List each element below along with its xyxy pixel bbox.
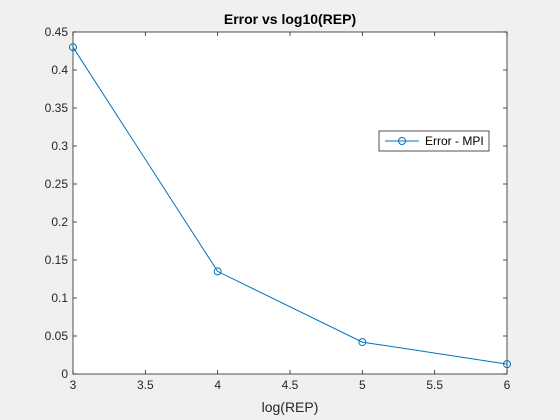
x-axis-label: log(REP) <box>262 399 319 415</box>
x-tick-label: 5 <box>359 378 366 392</box>
data-point <box>503 360 511 369</box>
x-tick-label: 5.5 <box>426 378 443 392</box>
x-tick-label: 3.5 <box>137 378 154 392</box>
x-tick-label: 3 <box>70 378 77 392</box>
y-tick-label: 0.45 <box>45 25 69 39</box>
data-point <box>69 43 77 52</box>
y-tick-label: 0 <box>61 367 68 381</box>
y-tick-label: 0.2 <box>51 215 68 229</box>
y-tick-label: 0.05 <box>45 329 69 343</box>
y-tick-label: 0.1 <box>51 291 68 305</box>
x-tick-label: 4.5 <box>282 378 299 392</box>
y-tick-label: 0.4 <box>51 63 68 77</box>
legend: Error - MPI <box>378 130 490 152</box>
y-tick-label: 0.3 <box>51 139 68 153</box>
legend-label: Error - MPI <box>425 134 484 148</box>
data-point <box>213 267 222 276</box>
legend-marker-swatch <box>398 137 406 145</box>
series-line <box>72 46 508 365</box>
x-tick-label: 6 <box>504 378 511 392</box>
x-tick-label: 4 <box>214 378 221 392</box>
y-tick-label: 0.15 <box>45 253 69 267</box>
y-tick-label: 0.35 <box>45 101 69 115</box>
legend-box <box>378 130 490 152</box>
ticks: 3 3.5 4 4.5 5 5.5 6 0 0.05 0.1 0.15 0.2 0.25 0.3 0.35 0… <box>45 25 511 392</box>
data-point <box>358 338 367 347</box>
plot-area <box>73 32 507 374</box>
y-tick-label: 0.25 <box>45 177 69 191</box>
series-layer <box>69 43 511 369</box>
chart-title: Error vs log10(REP) <box>224 11 356 27</box>
